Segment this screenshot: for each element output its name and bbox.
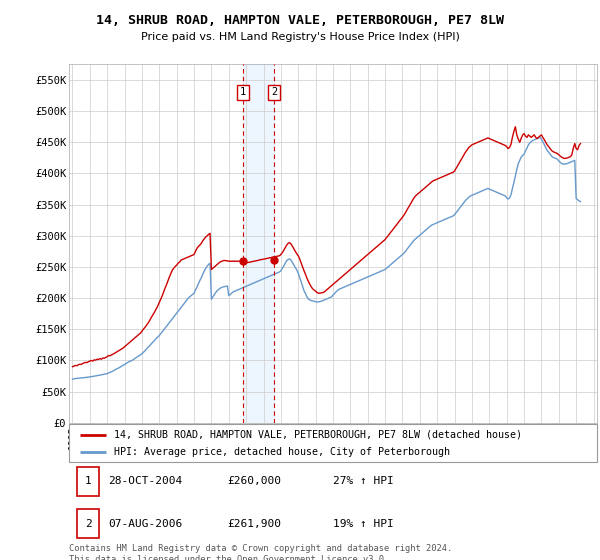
Text: 1: 1: [240, 87, 247, 97]
Text: 27% ↑ HPI: 27% ↑ HPI: [333, 477, 394, 487]
FancyBboxPatch shape: [77, 467, 99, 496]
Text: 14, SHRUB ROAD, HAMPTON VALE, PETERBOROUGH, PE7 8LW: 14, SHRUB ROAD, HAMPTON VALE, PETERBOROU…: [96, 14, 504, 27]
Text: Price paid vs. HM Land Registry's House Price Index (HPI): Price paid vs. HM Land Registry's House …: [140, 32, 460, 43]
Text: Contains HM Land Registry data © Crown copyright and database right 2024.
This d: Contains HM Land Registry data © Crown c…: [69, 544, 452, 560]
Text: 14, SHRUB ROAD, HAMPTON VALE, PETERBOROUGH, PE7 8LW (detached house): 14, SHRUB ROAD, HAMPTON VALE, PETERBOROU…: [114, 430, 522, 440]
Text: £261,900: £261,900: [227, 519, 281, 529]
FancyBboxPatch shape: [77, 510, 99, 538]
Text: HPI: Average price, detached house, City of Peterborough: HPI: Average price, detached house, City…: [114, 447, 450, 458]
Text: 28-OCT-2004: 28-OCT-2004: [109, 477, 183, 487]
Text: 1: 1: [85, 477, 91, 487]
Text: 2: 2: [271, 87, 277, 97]
Bar: [243, 64, 274, 423]
Text: 19% ↑ HPI: 19% ↑ HPI: [333, 519, 394, 529]
Text: 07-AUG-2006: 07-AUG-2006: [109, 519, 183, 529]
Text: £260,000: £260,000: [227, 477, 281, 487]
Text: 2: 2: [85, 519, 91, 529]
